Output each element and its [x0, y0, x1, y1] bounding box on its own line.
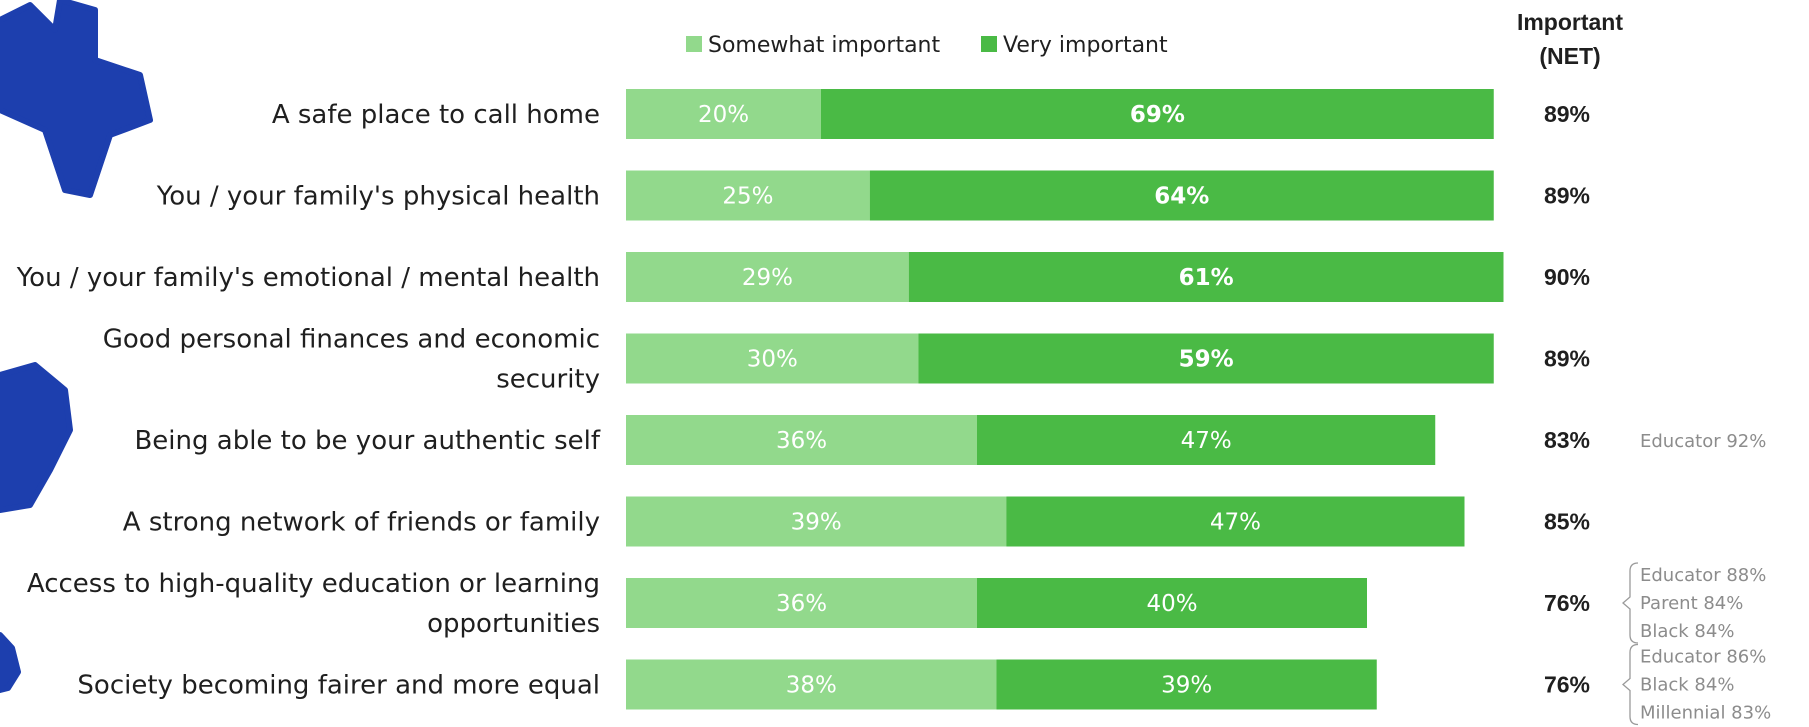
- category-label: You / your family's physical health: [156, 182, 600, 212]
- net-header: Important (NET): [1517, 9, 1623, 69]
- category-label: security: [496, 365, 600, 395]
- bar-very: [996, 659, 1377, 710]
- bar-somewhat-label: 29%: [742, 265, 793, 291]
- net-value: 89%: [1544, 346, 1590, 372]
- net-value: 89%: [1544, 183, 1590, 209]
- net-header-line2: (NET): [1539, 43, 1600, 69]
- subgroup-note: Millennial 83%: [1640, 703, 1771, 724]
- bar-very-label: 69%: [1130, 102, 1185, 128]
- category-label: Society becoming fairer and more equal: [77, 671, 600, 701]
- chart-rows: A safe place to call home 20% 69% 89%You / …: [16, 89, 1771, 726]
- bar-row: Being able to be your authentic self 36% 4…: [134, 415, 1766, 465]
- bar-very: [977, 578, 1367, 628]
- bar-very-label: 39%: [1161, 673, 1212, 699]
- bar-somewhat: [626, 415, 977, 465]
- bar-very: [908, 252, 1504, 302]
- bar-row: A safe place to call home 20% 69% 89%: [272, 89, 1590, 139]
- bar-row: Good personal finances and economic secur…: [103, 325, 1590, 395]
- net-value: 89%: [1544, 101, 1590, 127]
- subgroup-note: Educator 86%: [1640, 647, 1766, 668]
- brace-mark: [1622, 562, 1639, 644]
- bar-very: [918, 333, 1494, 384]
- subgroup-note: Black 84%: [1640, 675, 1734, 696]
- bar-row: Society becoming fairer and more equal 38…: [77, 643, 1771, 726]
- category-label: opportunities: [427, 609, 600, 639]
- net-value: 85%: [1544, 509, 1590, 535]
- bar-very-label: 47%: [1181, 428, 1232, 454]
- category-label: A strong network of friends or family: [123, 508, 600, 538]
- category-label: Access to high-quality education or lear…: [27, 569, 600, 599]
- bar-very: [869, 170, 1494, 221]
- bar-very-label: 40%: [1146, 591, 1197, 617]
- bar-somewhat: [626, 170, 870, 221]
- net-header-line1: Important: [1517, 9, 1623, 35]
- decor-star-bottom: [0, 632, 21, 693]
- bar-very-label: 64%: [1154, 184, 1209, 210]
- legend-label-very: Very important: [1003, 33, 1168, 58]
- bar-very: [1006, 496, 1465, 547]
- legend-swatch-somewhat: [686, 36, 702, 52]
- bar-very: [977, 415, 1436, 465]
- bar-row: Access to high-quality education or lear…: [27, 562, 1766, 644]
- legend: Somewhat important Very important: [686, 33, 1168, 58]
- bar-somewhat-label: 36%: [776, 428, 827, 454]
- bar-somewhat: [626, 333, 919, 384]
- bar-very-label: 59%: [1179, 347, 1234, 373]
- net-value: 76%: [1544, 590, 1590, 616]
- bar-row: You / your family's emotional / mental h…: [16, 252, 1590, 302]
- legend-label-somewhat: Somewhat important: [708, 33, 940, 58]
- subgroup-note: Educator 88%: [1640, 565, 1766, 586]
- bar-somewhat: [626, 496, 1007, 547]
- legend-swatch-very: [981, 36, 997, 52]
- subgroup-note: Parent 84%: [1640, 593, 1743, 614]
- net-value: 83%: [1544, 427, 1590, 453]
- bar-somewhat-label: 20%: [698, 102, 749, 128]
- bar-somewhat: [626, 252, 909, 302]
- bar-somewhat-label: 39%: [791, 510, 842, 536]
- decor-star-middle: [0, 362, 73, 513]
- bar-row: You / your family's physical health 25% 64…: [156, 170, 1590, 221]
- category-label: Good personal finances and economic: [103, 325, 600, 355]
- subgroup-note: Educator 92%: [1640, 431, 1766, 452]
- net-value: 90%: [1544, 264, 1590, 290]
- category-label: A safe place to call home: [272, 100, 600, 130]
- category-label: Being able to be your authentic self: [134, 426, 600, 456]
- brace-mark: [1622, 643, 1639, 726]
- subgroup-note: Black 84%: [1640, 621, 1734, 642]
- bar-somewhat-label: 30%: [747, 347, 798, 373]
- bar-very: [821, 89, 1494, 139]
- bar-somewhat-label: 25%: [722, 184, 773, 210]
- bar-somewhat-label: 38%: [786, 673, 837, 699]
- bar-row: A strong network of friends or family 39%…: [123, 496, 1590, 547]
- bar-somewhat-label: 36%: [776, 591, 827, 617]
- net-value: 76%: [1544, 672, 1590, 698]
- bar-somewhat: [626, 659, 997, 710]
- decor-star-top: [0, 0, 153, 198]
- category-label: You / your family's emotional / mental h…: [16, 263, 600, 293]
- bar-very-label: 47%: [1210, 510, 1261, 536]
- bar-very-label: 61%: [1179, 265, 1234, 291]
- bar-somewhat: [626, 578, 977, 628]
- bar-somewhat: [626, 89, 821, 139]
